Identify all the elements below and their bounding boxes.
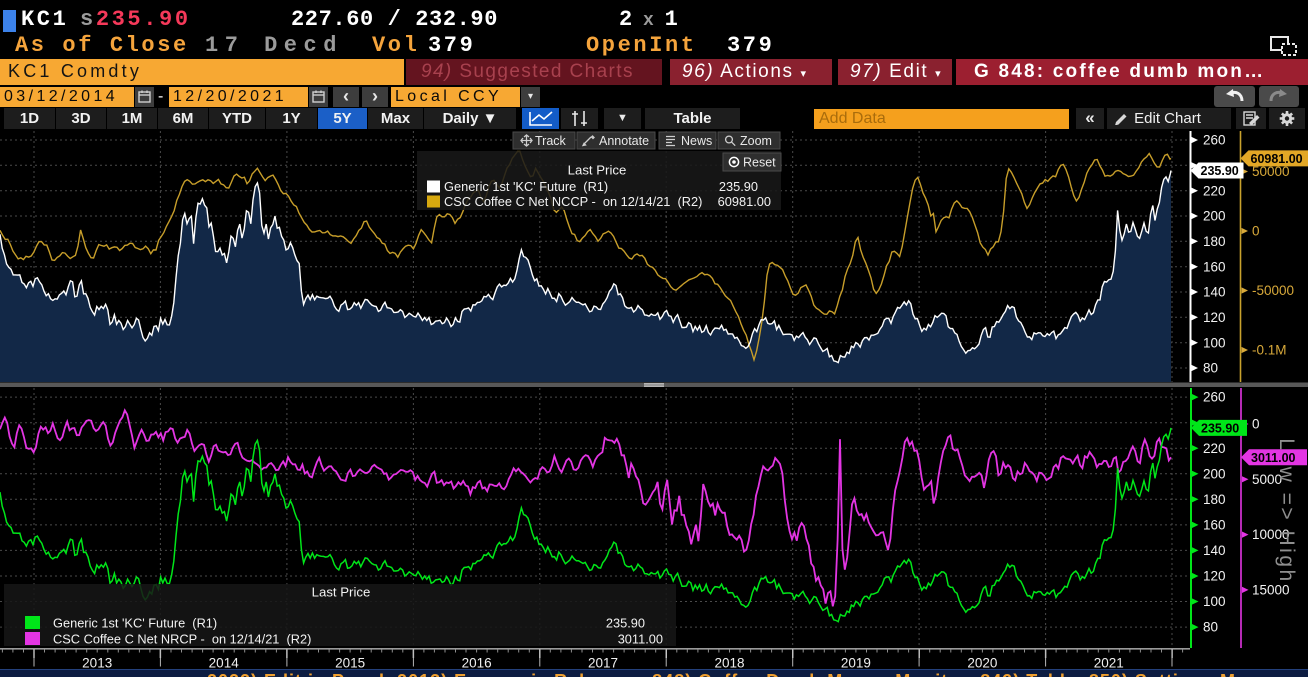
svg-text:120: 120 bbox=[1203, 310, 1226, 325]
svg-text:160: 160 bbox=[1203, 518, 1226, 533]
svg-text:CSC Coffee C Net NRCP - on 12: CSC Coffee C Net NRCP - on 12/14/21 (R2) bbox=[53, 632, 311, 647]
svg-text:180: 180 bbox=[1203, 234, 1226, 249]
svg-text:News: News bbox=[681, 134, 712, 148]
svg-text:160: 160 bbox=[1203, 259, 1226, 274]
svg-text:140: 140 bbox=[1203, 285, 1226, 300]
svg-text:2014: 2014 bbox=[209, 656, 240, 671]
svg-text:80: 80 bbox=[1203, 620, 1218, 635]
svg-text:3011.00: 3011.00 bbox=[1251, 451, 1296, 465]
svg-text:Last Price: Last Price bbox=[568, 163, 627, 178]
svg-text:200: 200 bbox=[1203, 209, 1226, 224]
svg-text:2019: 2019 bbox=[841, 656, 871, 671]
svg-text:Low => High: Low => High bbox=[1275, 438, 1298, 583]
svg-text:260: 260 bbox=[1203, 133, 1226, 148]
svg-text:Track: Track bbox=[535, 134, 567, 148]
svg-text:2016: 2016 bbox=[462, 656, 492, 671]
svg-text:10000: 10000 bbox=[1252, 527, 1290, 542]
svg-text:2020: 2020 bbox=[967, 656, 997, 671]
svg-text:2021: 2021 bbox=[1094, 656, 1124, 671]
svg-text:235.90: 235.90 bbox=[1201, 164, 1239, 178]
svg-text:Zoom: Zoom bbox=[740, 134, 772, 148]
svg-text:60981.00: 60981.00 bbox=[718, 194, 771, 209]
svg-text:0: 0 bbox=[1252, 417, 1260, 432]
svg-text:2018: 2018 bbox=[714, 656, 744, 671]
svg-text:Reset: Reset bbox=[743, 156, 776, 170]
svg-text:-0.1M: -0.1M bbox=[1252, 343, 1287, 358]
svg-text:5000: 5000 bbox=[1252, 472, 1282, 487]
svg-text:220: 220 bbox=[1203, 441, 1226, 456]
svg-text:Last Price: Last Price bbox=[312, 585, 371, 600]
svg-text:235.90: 235.90 bbox=[606, 616, 645, 631]
svg-text:100: 100 bbox=[1203, 594, 1226, 609]
svg-text:60981.00: 60981.00 bbox=[1251, 152, 1303, 166]
svg-text:15000: 15000 bbox=[1252, 583, 1290, 598]
svg-text:-50000: -50000 bbox=[1252, 283, 1294, 298]
svg-text:0: 0 bbox=[1252, 224, 1260, 239]
svg-text:80: 80 bbox=[1203, 361, 1218, 376]
svg-text:180: 180 bbox=[1203, 492, 1226, 507]
svg-text:2013: 2013 bbox=[82, 656, 112, 671]
svg-text:50000: 50000 bbox=[1252, 164, 1290, 179]
svg-text:120: 120 bbox=[1203, 569, 1226, 584]
svg-text:2017: 2017 bbox=[588, 656, 618, 671]
svg-text:2015: 2015 bbox=[335, 656, 365, 671]
svg-text:Generic 1st 'KC' Future (R1): Generic 1st 'KC' Future (R1) bbox=[444, 179, 608, 194]
svg-text:140: 140 bbox=[1203, 543, 1226, 558]
svg-text:260: 260 bbox=[1203, 390, 1226, 405]
svg-text:Annotate: Annotate bbox=[599, 134, 649, 148]
svg-text:220: 220 bbox=[1203, 183, 1226, 198]
svg-text:100: 100 bbox=[1203, 335, 1226, 350]
svg-text:235.90: 235.90 bbox=[719, 179, 758, 194]
svg-text:235.90: 235.90 bbox=[1201, 421, 1239, 435]
svg-text:200: 200 bbox=[1203, 466, 1226, 481]
svg-text:Generic 1st 'KC' Future (R1): Generic 1st 'KC' Future (R1) bbox=[53, 616, 217, 631]
svg-text:3011.00: 3011.00 bbox=[618, 632, 663, 647]
svg-text:CSC Coffee C Net NCCP - on 12: CSC Coffee C Net NCCP - on 12/14/21 (R2) bbox=[444, 194, 702, 209]
